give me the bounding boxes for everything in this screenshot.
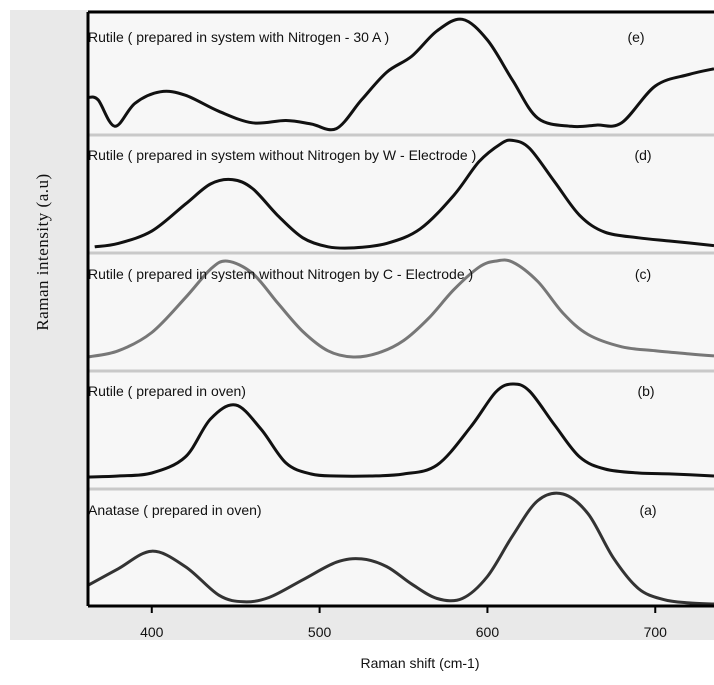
spectrum-line-d [94, 138, 714, 250]
x-tick-label: 400 [140, 624, 164, 640]
x-tick-label: 500 [308, 624, 332, 640]
x-axis-label: Raman shift (cm-1) [360, 655, 479, 671]
y-axis-label: Raman intensity (a.u) [33, 173, 52, 330]
x-axis-ticks: 400 500 600 700 [140, 606, 667, 640]
condition-label-e: Rutile ( prepared in system with Nitroge… [88, 29, 389, 45]
panel-letter-c: (c) [635, 266, 651, 282]
x-tick-label: 700 [644, 624, 668, 640]
panel-letters: (a) (b) (c) (d) (e) [627, 29, 656, 518]
panel-letter-a: (a) [639, 502, 656, 518]
spectrum-line-a [87, 491, 714, 606]
condition-label-c: Rutile ( prepared in system without Nitr… [88, 266, 473, 282]
x-tick-label: 600 [476, 624, 500, 640]
condition-labels: Anatase ( prepared in oven) Rutile ( prep… [88, 29, 476, 518]
condition-label-a: Anatase ( prepared in oven) [88, 502, 262, 518]
spectrum-line-e [87, 17, 714, 132]
panel-letter-e: (e) [627, 29, 644, 45]
panel-letter-b: (b) [637, 383, 654, 399]
plot-area [88, 12, 714, 606]
spectrum-line-b [87, 382, 714, 479]
condition-label-b: Rutile ( prepared in oven) [88, 383, 246, 399]
panel-letter-d: (d) [634, 147, 651, 163]
spectra-curves [87, 17, 714, 606]
spectrum-line-c [87, 258, 714, 359]
panel-separators [88, 133, 714, 491]
condition-label-d: Rutile ( prepared in system without Nitr… [88, 147, 476, 163]
